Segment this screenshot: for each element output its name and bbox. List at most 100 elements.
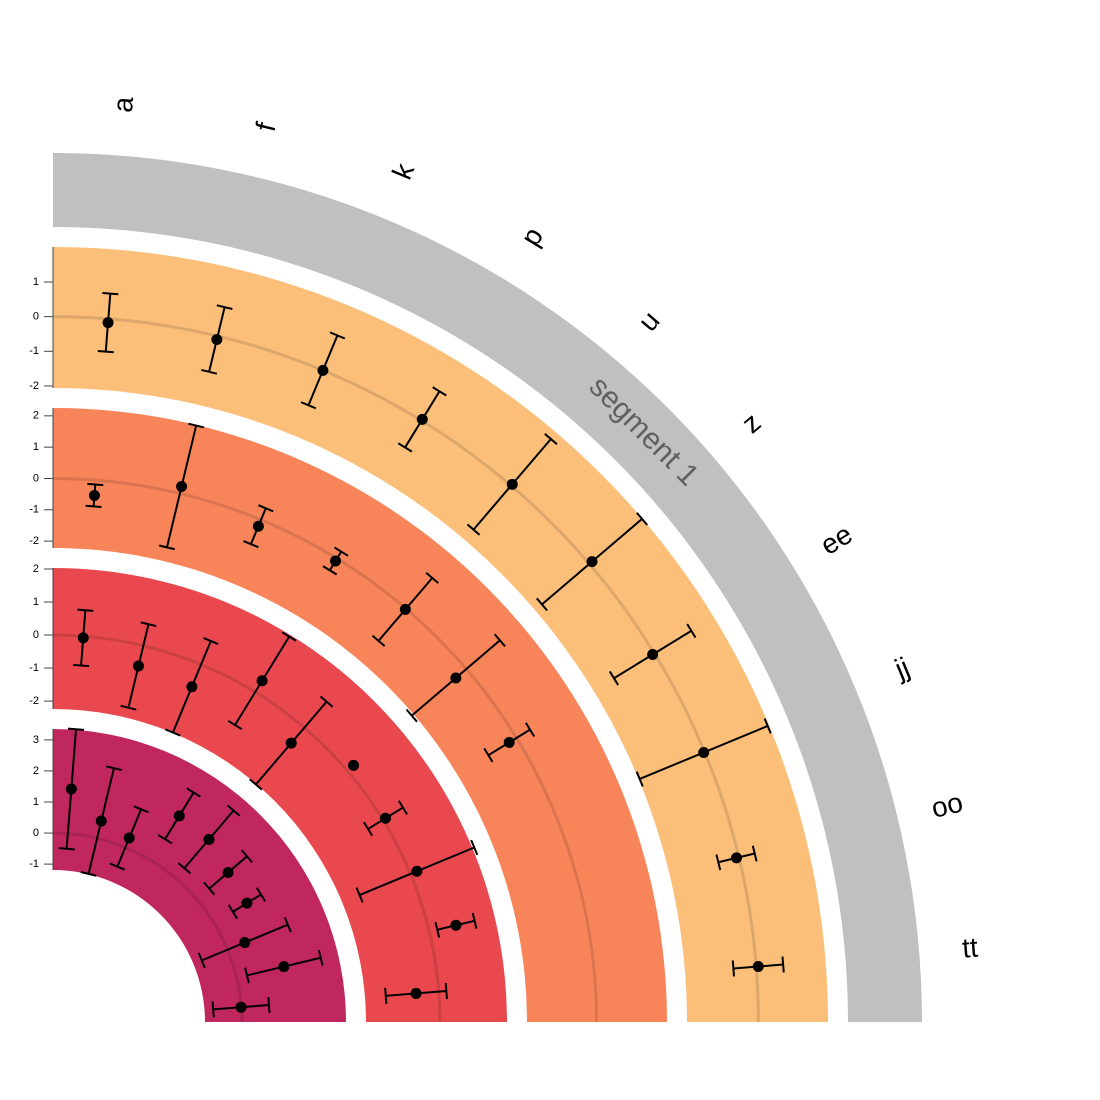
y-tick-label: 1 xyxy=(33,796,39,808)
data-point xyxy=(65,783,77,795)
error-cap xyxy=(241,849,253,864)
error-cap xyxy=(300,401,317,410)
data-point xyxy=(399,603,411,615)
data-point xyxy=(416,413,428,425)
error-cap xyxy=(255,887,267,902)
error-cap xyxy=(319,695,334,708)
error-cap xyxy=(470,839,479,856)
error-cap xyxy=(493,633,506,648)
data-point xyxy=(176,480,188,492)
error-cap xyxy=(283,916,292,933)
track-band xyxy=(53,247,828,1022)
error-cap xyxy=(58,847,75,851)
error-cap xyxy=(157,834,173,845)
data-point xyxy=(698,746,710,758)
error-cap xyxy=(211,1001,215,1018)
error-cap xyxy=(397,800,408,815)
data-point xyxy=(731,852,743,864)
error-cap xyxy=(203,881,216,896)
data-point xyxy=(278,961,290,973)
error-cap xyxy=(535,597,548,612)
error-cap xyxy=(362,821,374,837)
error-cap xyxy=(483,747,494,763)
y-tick-label: 2 xyxy=(33,410,39,422)
y-tick-label: 1 xyxy=(33,441,39,453)
data-point xyxy=(379,812,391,824)
data-point xyxy=(241,897,253,909)
error-cap xyxy=(216,304,233,310)
error-cap xyxy=(731,960,736,977)
y-tick-label: -1 xyxy=(29,504,39,516)
y-tick-label: 2 xyxy=(33,765,39,777)
error-cap xyxy=(105,765,122,772)
error-cap xyxy=(77,608,94,612)
error-cap xyxy=(425,572,439,584)
y-tick-label: 0 xyxy=(33,472,39,484)
y-tick-label: -2 xyxy=(29,695,39,707)
error-cap xyxy=(67,727,85,731)
error-cap xyxy=(751,845,758,862)
y-tick-label: 1 xyxy=(33,596,39,608)
error-cap xyxy=(525,722,536,738)
error-cap xyxy=(322,565,338,576)
y-tick-label: -1 xyxy=(29,858,39,870)
error-cap xyxy=(397,442,413,453)
data-point xyxy=(132,660,144,672)
data-point xyxy=(256,675,268,687)
data-point xyxy=(77,632,89,644)
error-cap xyxy=(333,546,349,557)
track-band xyxy=(53,729,346,1022)
y-tick-label: 1 xyxy=(33,276,39,288)
error-cap xyxy=(226,804,241,817)
error-cap xyxy=(355,887,364,903)
error-cap xyxy=(165,728,181,737)
grid-line xyxy=(52,476,599,1023)
error-cap xyxy=(781,956,785,973)
error-cap xyxy=(80,871,97,877)
y-tick-label: 0 xyxy=(33,311,39,323)
error-cap xyxy=(203,637,219,645)
error-cap xyxy=(87,482,104,487)
data-point xyxy=(173,810,185,822)
category-label: oo xyxy=(928,786,966,823)
y-tick-label: -1 xyxy=(29,662,39,674)
data-point xyxy=(647,649,659,661)
data-point xyxy=(450,672,462,684)
data-point xyxy=(211,333,223,345)
data-point xyxy=(222,866,234,878)
error-cap xyxy=(85,504,102,508)
error-cap xyxy=(432,386,447,397)
data-point xyxy=(752,960,764,972)
error-cap xyxy=(434,921,441,938)
error-cap xyxy=(636,512,649,526)
error-cap xyxy=(281,631,297,642)
error-cap xyxy=(102,291,119,296)
data-point xyxy=(285,737,297,749)
error-cap xyxy=(243,540,259,549)
data-point xyxy=(102,317,114,329)
error-cap xyxy=(249,778,263,791)
data-point xyxy=(186,681,198,693)
error-cap xyxy=(109,862,126,871)
data-point xyxy=(410,987,422,999)
error-cap xyxy=(466,523,481,536)
data-point xyxy=(503,736,515,748)
error-cap xyxy=(715,854,722,871)
error-cap xyxy=(405,708,418,723)
error-cap xyxy=(608,670,619,686)
data-point xyxy=(317,364,329,376)
segment-ring xyxy=(53,153,922,1022)
data-point xyxy=(330,555,342,567)
error-cap xyxy=(120,704,137,711)
error-cap xyxy=(73,663,90,668)
error-cap xyxy=(188,422,205,429)
error-cap xyxy=(444,982,448,1000)
data-point xyxy=(88,489,100,501)
error-cap xyxy=(201,368,218,375)
category-label: a xyxy=(107,95,139,113)
data-point xyxy=(450,919,462,931)
y-tick-label: 3 xyxy=(33,734,39,746)
y-tick-label: 2 xyxy=(33,563,39,575)
y-tick-label: -1 xyxy=(29,345,39,357)
error-cap xyxy=(258,504,274,513)
